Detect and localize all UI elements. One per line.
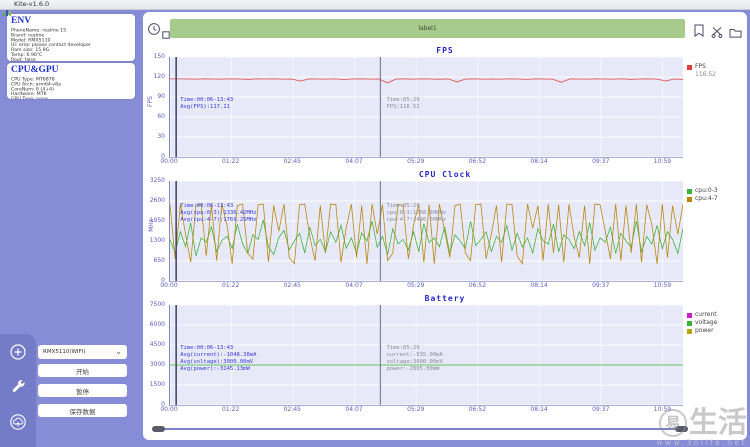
add-button[interactable] bbox=[9, 343, 27, 361]
chart-title: Battery bbox=[424, 294, 466, 303]
screen-button[interactable] bbox=[162, 24, 170, 39]
cpugpu-panel: CPU&GPU CPU Type: MT6878 CPU Arch: arm64-… bbox=[7, 63, 135, 99]
history-button[interactable] bbox=[147, 21, 161, 35]
cpugpu-info: CPU Type: MT6878 CPU Arch: arm64-v8a CoreN… bbox=[11, 75, 62, 99]
cpugpu-panel-title: CPU&GPU bbox=[11, 65, 59, 75]
slider-track[interactable] bbox=[152, 428, 688, 430]
settings-button[interactable] bbox=[9, 377, 27, 395]
y-axis-ticks: 0 30 60 90 120 150 bbox=[153, 53, 165, 160]
y-axis-ticks: 0 1500 3000 4500 6000 7500 bbox=[149, 301, 165, 408]
chevron-down-icon: ⌄ bbox=[115, 347, 122, 356]
battery-chart: Battery 0 1500 3000 4500 6000 7500 Time:00:06… bbox=[147, 294, 743, 418]
slider-handle-right[interactable] bbox=[675, 426, 688, 432]
main-panel: label1 FPS FPS 0 30 60 90 120 150 Time:00:06-… bbox=[143, 12, 747, 440]
app-title: Kite-v1.6.0 bbox=[14, 0, 50, 9]
env-panel: ENV PhoneName: realme 15 Brand: realme Mod… bbox=[7, 14, 135, 61]
chart-legend[interactable]: current voltage power bbox=[687, 312, 741, 336]
device-select-value: RMX5110(WIFI) bbox=[43, 349, 86, 355]
cut-button[interactable] bbox=[711, 23, 723, 38]
chart-title: FPS bbox=[436, 46, 454, 55]
cloud-upload-icon bbox=[10, 414, 26, 430]
plot-area[interactable]: Time:00:06-13:43 Avg(cpu:0-3):1336.42MHz A… bbox=[169, 181, 683, 282]
y-axis-ticks: 0 650 1300 1950 2600 3250 bbox=[149, 177, 165, 284]
cpu-clock-chart: CPU Clock MHz 0 650 1300 1950 2600 3250 Time:… bbox=[147, 170, 743, 294]
x-axis-ticks: 00:00 01:22 02:45 04:07 05:29 06:52 08:14 09:37… bbox=[160, 158, 672, 165]
time-range-slider[interactable] bbox=[152, 425, 688, 433]
bookmark-icon bbox=[694, 24, 704, 37]
plot-area[interactable]: Time:00:06-13:43 Avg(FPS):117.11 Time:05:2… bbox=[169, 57, 683, 158]
x-axis-ticks: 00:00 01:22 02:45 04:07 05:29 06:52 08:14 09:37… bbox=[160, 406, 672, 413]
device-select[interactable]: RMX5110(WIFI) ⌄ bbox=[38, 345, 127, 359]
open-folder-button[interactable] bbox=[729, 23, 742, 38]
screen-icon bbox=[162, 31, 170, 39]
upload-button[interactable] bbox=[9, 413, 27, 431]
label-bar[interactable]: label1 bbox=[170, 19, 685, 38]
chart-legend[interactable]: cpu:0-3 cpu:4-7 bbox=[687, 188, 741, 204]
pause-button[interactable]: 暂停 bbox=[38, 384, 127, 397]
folder-icon bbox=[729, 29, 742, 38]
env-info: PhoneName: realme 15 Brand: realme Model: … bbox=[11, 26, 91, 61]
wrench-icon bbox=[12, 380, 25, 392]
x-axis-ticks: 00:00 01:22 02:45 04:07 05:29 06:52 08:14 09:37… bbox=[160, 282, 672, 289]
chart-legend[interactable]: FPS 116.52 bbox=[687, 64, 741, 80]
start-button[interactable]: 开始 bbox=[38, 364, 127, 377]
bookmark-button[interactable] bbox=[694, 22, 704, 37]
sidebar-rail bbox=[0, 334, 36, 447]
fps-chart: FPS FPS 0 30 60 90 120 150 Time:00:06-13:43 Av… bbox=[147, 46, 743, 170]
chart-title: CPU Clock bbox=[418, 170, 472, 179]
app-logo-icon bbox=[3, 1, 11, 16]
add-icon bbox=[10, 344, 26, 360]
env-panel-title: ENV bbox=[11, 16, 32, 26]
plot-area[interactable]: Time:00:06-13:43 Avg(current):-1048.38mA A… bbox=[169, 305, 683, 406]
slider-handle-left[interactable] bbox=[152, 426, 165, 432]
save-data-button[interactable]: 保存数据 bbox=[38, 404, 127, 417]
history-icon bbox=[148, 23, 160, 35]
scissors-icon bbox=[711, 27, 723, 38]
titlebar: Kite-v1.6.0 bbox=[0, 0, 750, 16]
